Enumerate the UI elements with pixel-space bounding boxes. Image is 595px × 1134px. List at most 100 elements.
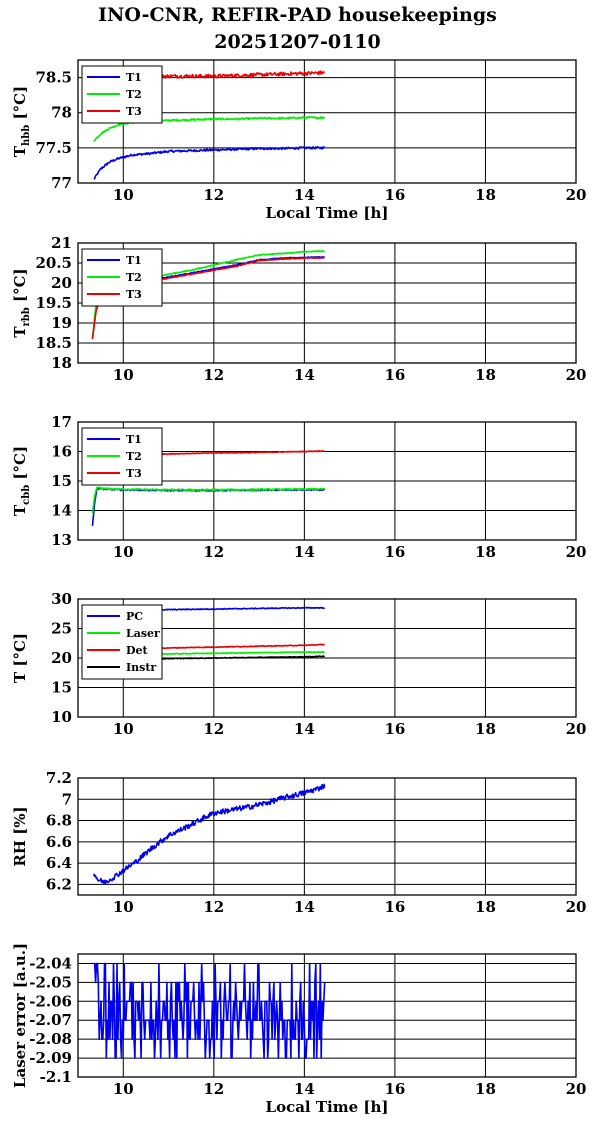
x-tick-label: 16 xyxy=(384,186,405,204)
x-tick-label: 10 xyxy=(113,186,134,204)
y-tick-label: 19.5 xyxy=(35,294,72,312)
x-tick-label: 20 xyxy=(566,898,587,916)
plot-frame xyxy=(77,242,577,364)
x-tick-label: 18 xyxy=(475,1080,496,1098)
y-tick-label: 7 xyxy=(62,790,72,808)
y-tick-label: 16 xyxy=(51,443,72,461)
y-tick-label: 20 xyxy=(51,274,72,292)
y-tick-label: 21 xyxy=(51,234,72,252)
y-tick-label: 18 xyxy=(51,354,72,372)
y-tick-label: 6.6 xyxy=(46,833,72,851)
legend-label-t2: T2 xyxy=(126,450,142,463)
y-tick-label: -2.04 xyxy=(29,954,72,972)
x-tick-label: 16 xyxy=(384,366,405,384)
legend-label-t2: T2 xyxy=(126,88,142,101)
y-tick-label: 77 xyxy=(51,174,72,192)
plot-frame xyxy=(77,777,577,896)
y-tick-label: 77.5 xyxy=(35,139,72,157)
y-axis-label: Thbb [°C] xyxy=(11,86,32,157)
legend-label-det: Det xyxy=(126,644,149,657)
y-tick-label: 20.5 xyxy=(35,254,72,272)
x-tick-label: 20 xyxy=(566,720,587,738)
series-line-t3 xyxy=(136,70,325,80)
y-tick-label: -2.07 xyxy=(29,1011,72,1029)
x-tick-label: 14 xyxy=(294,720,315,738)
x-tick-label: 16 xyxy=(384,898,405,916)
series-line-data xyxy=(93,962,326,1059)
y-tick-label: 20 xyxy=(51,649,72,667)
x-tick-label: 12 xyxy=(203,186,224,204)
legend-label-t1: T1 xyxy=(126,433,142,446)
chart-title-line2: 20251207-0110 xyxy=(214,31,381,53)
x-tick-label: 18 xyxy=(475,366,496,384)
legend-label-t1: T1 xyxy=(126,254,142,267)
plot-frame xyxy=(77,59,577,184)
y-tick-label: -2.06 xyxy=(29,992,72,1010)
x-tick-label: 12 xyxy=(203,543,224,561)
plot-frame xyxy=(77,598,577,718)
y-tick-label: 78.5 xyxy=(35,69,72,87)
x-tick-label: 10 xyxy=(113,1080,134,1098)
x-tick-label: 10 xyxy=(113,543,134,561)
x-tick-label: 10 xyxy=(113,720,134,738)
series-line-t3 xyxy=(145,450,326,456)
y-tick-label: 78 xyxy=(51,104,72,122)
x-tick-label: 10 xyxy=(113,898,134,916)
legend-label-t2: T2 xyxy=(126,271,142,284)
series-line-t1 xyxy=(91,487,326,526)
y-tick-label: 13 xyxy=(51,531,72,549)
y-axis-label: T [°C] xyxy=(11,633,29,683)
y-tick-label: 19 xyxy=(51,314,72,332)
legend-label-t3: T3 xyxy=(126,467,142,480)
y-tick-label: 7.2 xyxy=(46,769,72,787)
y-tick-label: -2.08 xyxy=(29,1030,72,1048)
y-tick-label: 14 xyxy=(51,502,72,520)
legend-label-t3: T3 xyxy=(126,105,142,118)
x-tick-label: 16 xyxy=(384,543,405,561)
legend-box xyxy=(81,65,163,124)
x-tick-label: 12 xyxy=(203,366,224,384)
legend-label-instr: Instr xyxy=(126,661,156,674)
y-tick-label: 15 xyxy=(51,679,72,697)
plot-frame xyxy=(77,421,577,541)
x-tick-label: 14 xyxy=(294,543,315,561)
x-tick-label: 14 xyxy=(294,898,315,916)
chart-panel-6: 10 12 14 16 18 20-2.1-2.09-2.08-2.07-2.06-2.0… xyxy=(11,943,586,1116)
chart-panel-3: 10 12 14 16 18 20 13 14 15 16 17 Tcbb [°C] T1 T2 T3 xyxy=(11,413,586,561)
series-line-data xyxy=(93,783,326,885)
y-tick-label: -2.09 xyxy=(29,1049,72,1067)
x-tick-label: 14 xyxy=(294,186,315,204)
series-line-det xyxy=(140,643,325,650)
x-tick-label: 10 xyxy=(113,366,134,384)
y-tick-label: 17 xyxy=(51,413,72,431)
chart-title-line1: INO-CNR, REFIR-PAD housekeepings xyxy=(98,4,497,26)
y-tick-label: 6.4 xyxy=(46,854,72,872)
y-tick-label: 6.8 xyxy=(46,812,72,830)
x-tick-label: 16 xyxy=(384,1080,405,1098)
y-tick-label: 6.2 xyxy=(46,875,72,893)
legend-label-t1: T1 xyxy=(126,71,142,84)
x-tick-label: 12 xyxy=(203,1080,224,1098)
y-axis-label: RH [%] xyxy=(11,806,29,866)
x-tick-label: 18 xyxy=(475,898,496,916)
x-tick-label: 20 xyxy=(566,366,587,384)
x-tick-label: 12 xyxy=(203,898,224,916)
y-axis-label: Laser error [a.u.] xyxy=(11,943,29,1088)
y-axis-label: Trbb [°C] xyxy=(11,268,32,337)
chart-panel-4: 10 12 14 16 18 20 10 15 20 25 30 T [°C] PC Laser Det In… xyxy=(11,590,586,738)
y-tick-label: 25 xyxy=(51,620,72,638)
series-line-pc xyxy=(140,606,326,612)
x-axis-label: Local Time [h] xyxy=(266,1098,389,1116)
x-tick-label: 12 xyxy=(203,720,224,738)
chart-panel-5: 10 12 14 16 18 20 6.2 6.4 6.6 6.8 7 7.2 RH [%] xyxy=(11,769,586,916)
x-tick-label: 20 xyxy=(566,543,587,561)
y-axis-label: Tcbb [°C] xyxy=(11,446,32,516)
y-tick-label: 30 xyxy=(51,590,72,608)
series-line-t1 xyxy=(93,146,326,180)
x-tick-label: 18 xyxy=(475,543,496,561)
series-line-instr xyxy=(141,655,325,661)
chart-panel-2: 10 12 14 16 18 20 18 18.5 19 19.5 20 20.5 21 Trbb [°C… xyxy=(11,234,586,384)
y-tick-label: -2.05 xyxy=(29,973,72,991)
x-tick-label: 20 xyxy=(566,1080,587,1098)
